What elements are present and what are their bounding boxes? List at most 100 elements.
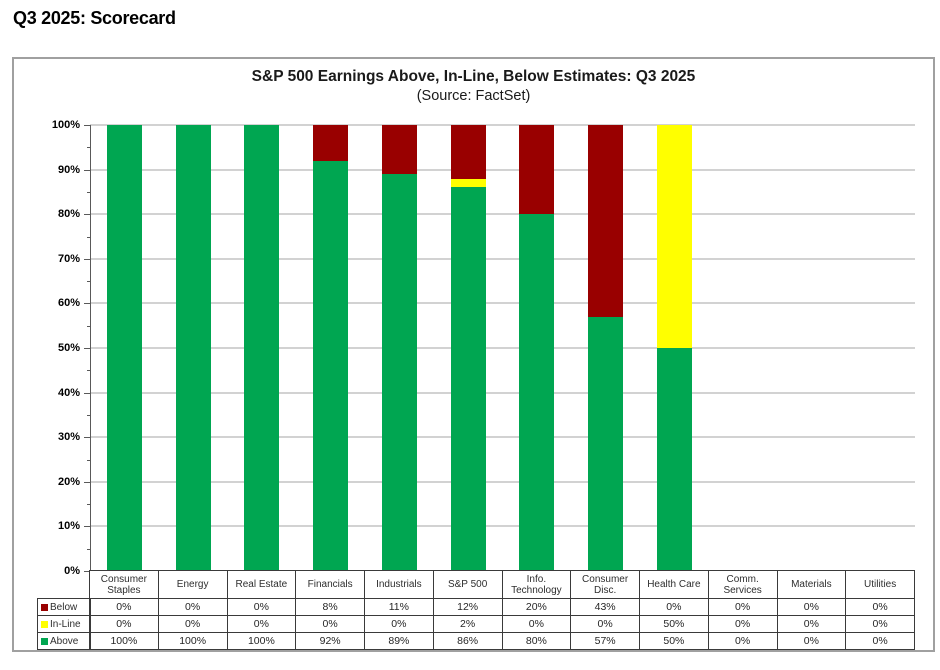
bar-segment-above xyxy=(106,125,142,571)
y-axis-tick-label: 20% xyxy=(57,475,80,488)
y-minor-tick xyxy=(87,191,90,193)
y-axis-tick-label: 10% xyxy=(57,520,80,533)
legend-label: Below xyxy=(50,601,78,613)
table-value-cell: 0% xyxy=(845,632,915,650)
table-value-cell: 0% xyxy=(639,598,709,616)
bar-segment-in-line xyxy=(450,178,486,188)
table-header-s-p-500: S&P 500 xyxy=(432,570,503,599)
y-major-tick xyxy=(84,169,90,171)
table-value-cell: 50% xyxy=(639,615,709,633)
table-value-cell: 100% xyxy=(89,632,159,650)
in-line-legend-swatch xyxy=(41,620,48,628)
y-minor-tick xyxy=(87,548,90,550)
table-value-cell: 89% xyxy=(364,632,434,650)
plot-area: 100% 90% 80% 70% 60% 50% 40% 30% 20% 10% 0% Consume… xyxy=(14,59,933,650)
y-major-tick xyxy=(84,214,90,216)
table-header-info-technology: Info. Technology xyxy=(501,570,572,599)
table-value-cell: 0% xyxy=(157,598,228,616)
gridline xyxy=(90,213,915,216)
bar-segment-in-line xyxy=(656,125,692,348)
page-title: Q3 2025: Scorecard xyxy=(13,8,176,28)
table-value-cell: 0% xyxy=(845,615,915,633)
y-major-tick xyxy=(84,303,90,305)
bar-segment-above xyxy=(175,125,211,571)
gridline xyxy=(90,480,915,483)
table-value-cell: 0% xyxy=(776,598,847,616)
bar-segment-below xyxy=(313,125,349,161)
table-value-cell: 43% xyxy=(570,598,640,616)
bar-segment-above xyxy=(656,348,692,571)
table-value-cell: 0% xyxy=(707,632,778,650)
legend-row-above: Above xyxy=(37,632,91,650)
bar-health-care xyxy=(656,125,692,571)
chart-title: S&P 500 Earnings Above, In-Line, Below E… xyxy=(251,68,696,85)
legend-row-below: Below xyxy=(37,598,91,616)
y-axis-tick-label: 50% xyxy=(57,342,80,354)
bar-financials xyxy=(313,125,349,571)
table-value-cell: 100% xyxy=(226,632,297,650)
y-minor-tick xyxy=(87,370,90,372)
y-minor-tick xyxy=(87,147,90,149)
bar-segment-below xyxy=(450,125,486,179)
table-value-cell: 0% xyxy=(89,615,159,633)
y-minor-tick xyxy=(87,236,90,238)
table-header-financials: Financials xyxy=(295,570,365,599)
y-axis-tick-label: 80% xyxy=(57,208,80,221)
bar-real-estate xyxy=(244,125,280,571)
bar-segment-below xyxy=(519,125,555,215)
bar-segment-above xyxy=(244,125,280,571)
table-value-cell: 86% xyxy=(432,632,503,650)
y-minor-tick xyxy=(87,459,90,461)
bar-industrials xyxy=(381,125,417,571)
table-header-health-care: Health Care xyxy=(639,570,709,599)
y-axis-line xyxy=(90,125,91,571)
table-value-cell: 8% xyxy=(295,598,365,616)
gridline xyxy=(90,391,915,394)
table-value-cell: 0% xyxy=(157,615,228,633)
table-value-cell: 50% xyxy=(639,632,709,650)
table-header-comm-services: Comm. Services xyxy=(707,570,778,599)
table-value-cell: 0% xyxy=(295,615,365,633)
table-value-cell: 100% xyxy=(157,632,228,650)
y-major-tick xyxy=(84,526,90,528)
table-value-cell: 0% xyxy=(776,632,847,650)
table-value-cell: 0% xyxy=(707,598,778,616)
y-axis-tick-label: 70% xyxy=(57,252,80,265)
table-value-cell: 11% xyxy=(364,598,434,616)
bar-info-technology xyxy=(519,125,555,571)
table-value-cell: 0% xyxy=(707,615,778,633)
chart-panel: S&P 500 Earnings Above, In-Line, Below E… xyxy=(12,57,935,652)
table-value-cell: 0% xyxy=(845,598,915,616)
y-minor-tick xyxy=(87,325,90,327)
gridline xyxy=(90,436,915,439)
bar-segment-above xyxy=(450,187,486,571)
bar-segment-above xyxy=(313,160,349,571)
bar-energy xyxy=(175,125,211,571)
gridline xyxy=(90,347,915,349)
bar-segment-above xyxy=(519,214,555,571)
table-header-utilities: Utilities xyxy=(845,570,915,599)
bar-consumer-staples xyxy=(106,125,142,571)
y-major-tick xyxy=(84,571,90,572)
y-axis-tick-label: 90% xyxy=(57,163,80,176)
y-major-tick xyxy=(84,437,90,439)
y-axis-tick-label: 30% xyxy=(57,431,80,444)
table-value-cell: 2% xyxy=(432,615,503,633)
y-minor-tick xyxy=(87,281,90,283)
table-value-cell: 0% xyxy=(776,615,847,633)
y-axis-tick-label: 100% xyxy=(51,119,80,131)
gridline xyxy=(90,302,915,305)
table-value-cell: 80% xyxy=(501,632,572,650)
table-value-cell: 57% xyxy=(570,632,640,650)
y-major-tick xyxy=(84,348,90,349)
gridline xyxy=(90,124,915,126)
table-header-industrials: Industrials xyxy=(364,570,434,599)
y-major-tick xyxy=(84,125,90,126)
bar-s-p-500 xyxy=(450,125,486,571)
y-minor-tick xyxy=(87,414,90,416)
y-axis-tick-label: 40% xyxy=(57,386,80,399)
bar-consumer-disc- xyxy=(588,125,624,571)
y-major-tick xyxy=(84,481,90,483)
below-legend-swatch xyxy=(41,603,48,611)
y-major-tick xyxy=(84,258,90,260)
